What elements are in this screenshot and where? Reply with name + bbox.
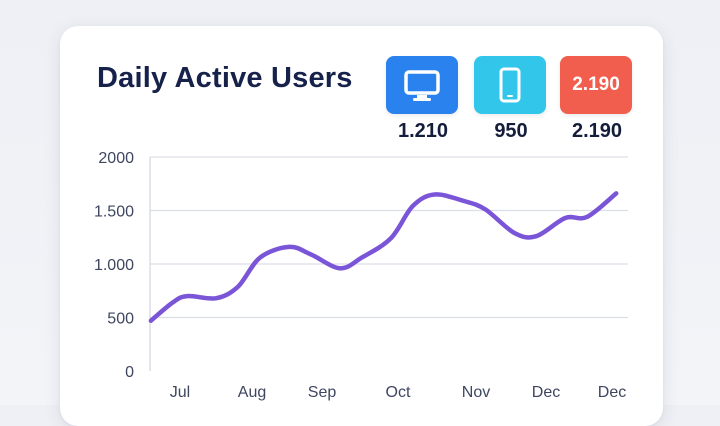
chart-title: Daily Active Users: [97, 62, 353, 94]
x-tick-label: Dec: [532, 384, 560, 401]
line-chart: 0 500 1.000 1.500 2000 Jul Aug Sep Oct Nov Dec Dec: [94, 150, 628, 401]
other-badge-label: 2.190: [572, 74, 620, 95]
smartphone-icon: [499, 67, 521, 103]
x-tick-label: Oct: [386, 384, 411, 401]
y-tick-label: 500: [107, 311, 134, 328]
y-tick-label: 0: [125, 364, 134, 381]
monitor-icon: [404, 70, 440, 101]
x-tick-label: Jul: [170, 384, 190, 401]
mobile-badge[interactable]: [474, 56, 546, 114]
series-line-daily-active-users: [148, 191, 619, 323]
other-users-value: 2.190: [571, 120, 623, 142]
mobile-users-value: 950: [494, 120, 528, 142]
x-tick-labels: Jul Aug Sep Oct Nov Dec Dec: [170, 384, 626, 401]
y-tick-label: 2000: [98, 150, 134, 167]
x-tick-label: Aug: [238, 384, 266, 401]
y-tick-labels: 0 500 1.000 1.500 2000: [94, 150, 134, 381]
grid-lines: [150, 156, 628, 319]
y-tick-label: 1.000: [94, 257, 134, 274]
x-tick-label: Sep: [308, 384, 337, 401]
y-tick-label: 1.500: [94, 204, 134, 221]
desktop-users-value: 1.210: [397, 120, 449, 142]
other-badge[interactable]: 2.190: [560, 56, 632, 114]
x-tick-label: Nov: [462, 384, 490, 401]
x-tick-label: Dec: [598, 384, 626, 401]
desktop-badge[interactable]: [386, 56, 458, 114]
